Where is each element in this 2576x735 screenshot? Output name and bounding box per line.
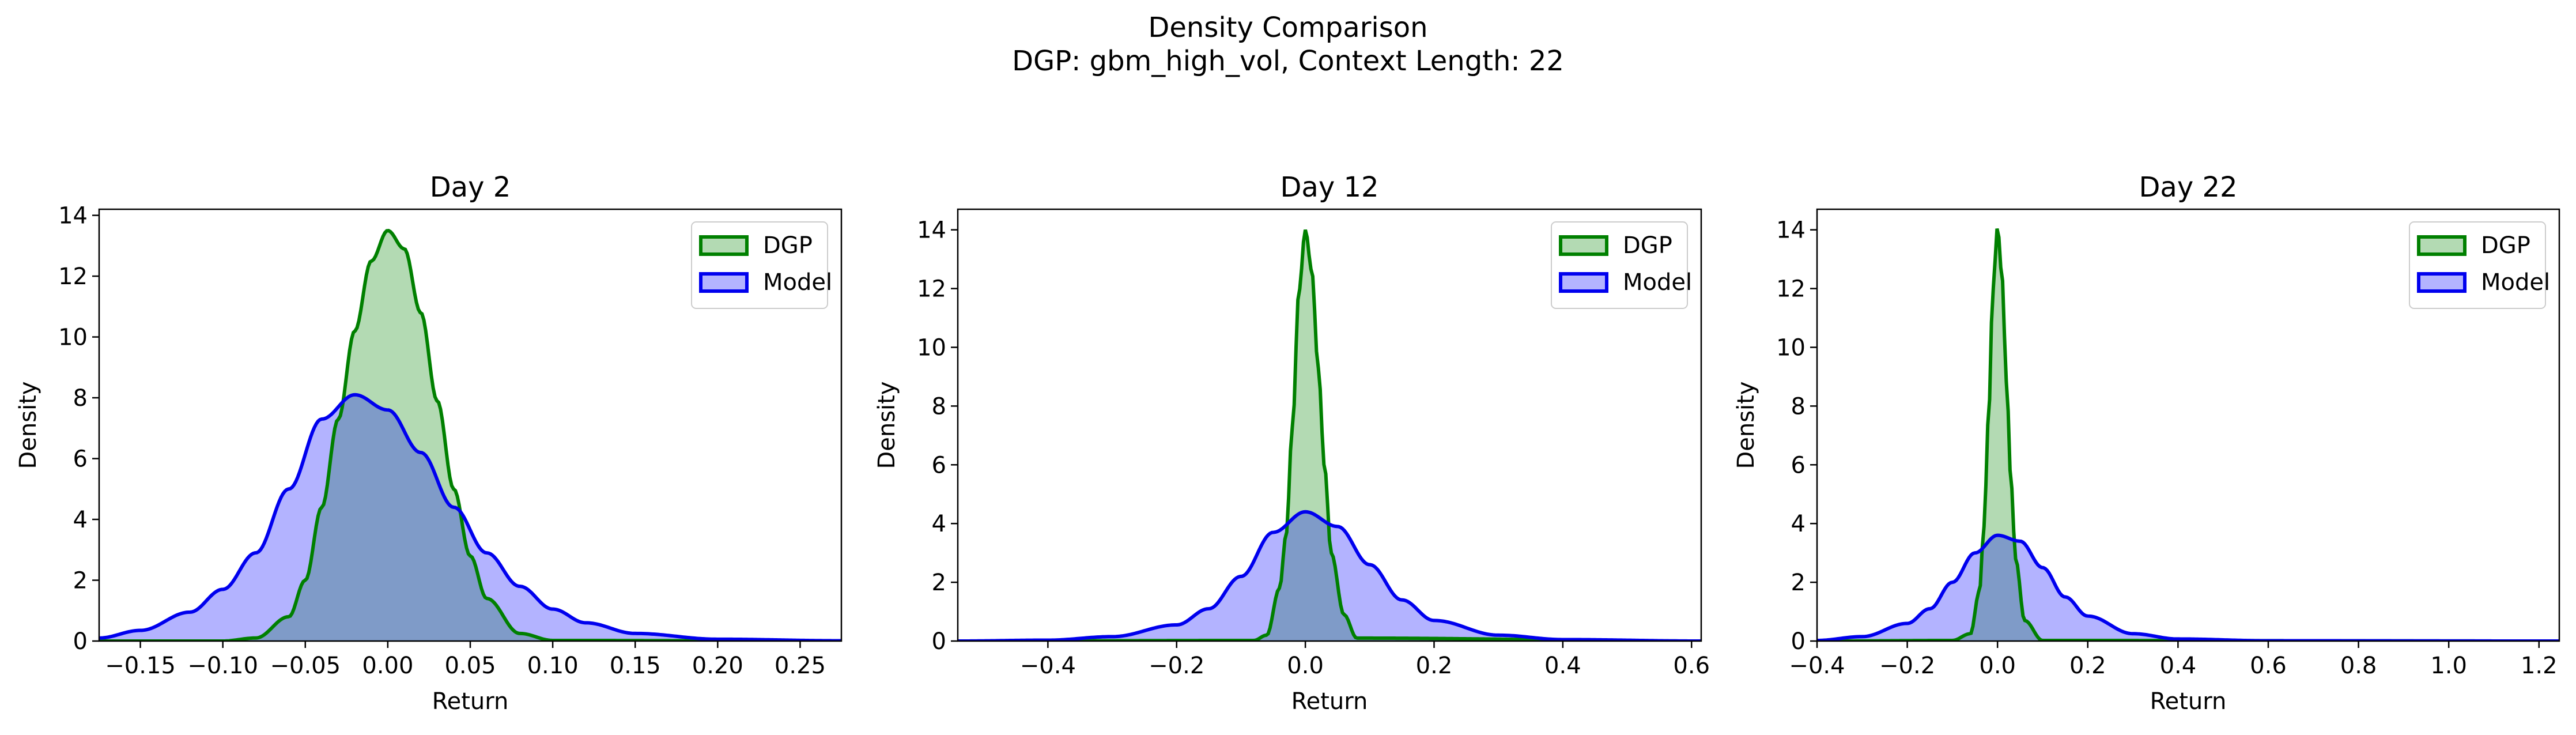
figure-title-line2: DGP: gbm_high_vol, Context Length: 22 [1012, 45, 1564, 77]
legend-label-model: Model [763, 269, 832, 296]
y-tick-label: 12 [1776, 276, 1806, 303]
x-tick-label: 0.6 [2250, 653, 2287, 679]
y-axis-label: Density [15, 381, 41, 469]
panel-day-12: −0.4 −0.2 0.0 0.2 0.4 0.6 0 2 4 6 8 10 12 14 Day 12 Ret… [874, 171, 1710, 715]
x-tick-label: −0.2 [1879, 653, 1935, 679]
y-tick-label: 4 [1791, 511, 1806, 537]
y-tick-label: 6 [73, 446, 88, 473]
legend: DGP Model [2409, 221, 2550, 309]
y-axis-label: Density [1733, 381, 1759, 469]
panel-day-22: −0.4 −0.2 0.0 0.2 0.4 0.6 0.8 1.0 1.2 0 2 4 6 8 10 12 14… [1733, 171, 2560, 715]
x-tick-label: −0.10 [187, 653, 258, 679]
y-tick-label: 10 [917, 334, 946, 361]
legend-swatch-model [1559, 272, 1608, 293]
x-axis-label: Return [1291, 688, 1368, 715]
x-tick-label: 0.2 [2069, 653, 2106, 679]
legend-swatch-dgp [1559, 235, 1608, 256]
y-tick-label: 14 [1776, 217, 1806, 244]
y-tick-label: 10 [58, 325, 88, 351]
x-axis-label: Return [2150, 688, 2227, 715]
x-tick-label: −0.15 [105, 653, 176, 679]
x-tick-label: 0.4 [1544, 653, 1581, 679]
y-tick-label: 4 [932, 511, 946, 537]
model-density-line [99, 393, 841, 641]
axes-frame [957, 208, 1702, 642]
x-tick-label: −0.2 [1149, 653, 1204, 679]
y-axis-label: Density [874, 381, 900, 469]
y-tick-label: 2 [932, 570, 946, 596]
x-axis-label: Return [432, 688, 509, 715]
y-tick-label: 0 [73, 628, 88, 655]
legend: DGP Model [691, 221, 832, 309]
x-tick-label: 0.00 [362, 653, 413, 679]
x-tick-label: 0.0 [1979, 653, 2016, 679]
x-tick-label: 0.25 [775, 653, 826, 679]
x-tick-label: 0.6 [1673, 653, 1710, 679]
model-density-fill [99, 394, 841, 641]
legend-swatch-dgp [699, 235, 749, 256]
x-tick-label: 0.4 [2160, 653, 2197, 679]
legend-swatch-model [2417, 272, 2467, 293]
legend-label-model: Model [2481, 269, 2550, 296]
x-tick-label: 0.10 [527, 653, 579, 679]
legend-label-dgp: DGP [763, 232, 813, 259]
figure-title-line1: Density Comparison [1148, 12, 1427, 44]
panel-title: Day 2 [430, 171, 511, 203]
model-density-fill [1817, 535, 2559, 641]
y-tick-label: 8 [73, 385, 88, 412]
x-tick-label: 0.0 [1287, 653, 1324, 679]
y-tick-label: 10 [1776, 334, 1806, 361]
legend-label-dgp: DGP [2481, 232, 2530, 259]
axes-frame [1816, 208, 2560, 642]
overlap-density-fill [99, 394, 841, 641]
y-tick-label: 14 [58, 203, 88, 229]
x-tick-label: −0.4 [1020, 653, 1076, 679]
x-tick-label: −0.4 [1789, 653, 1845, 679]
x-tick-label: 0.20 [692, 653, 743, 679]
overlap-density-fill [1817, 535, 2559, 641]
x-tick-label: 0.2 [1416, 653, 1453, 679]
y-tick-label: 2 [1791, 570, 1806, 596]
y-tick-label: 12 [917, 276, 946, 303]
x-tick-label: 0.05 [444, 653, 496, 679]
x-tick-label: 1.2 [2521, 653, 2558, 679]
x-tick-label: −0.05 [270, 653, 341, 679]
y-tick-label: 12 [58, 263, 88, 290]
legend-label-model: Model [1623, 269, 1692, 296]
legend-swatch-model [699, 272, 749, 293]
y-tick-label: 0 [1791, 628, 1806, 655]
y-tick-label: 8 [932, 393, 946, 420]
y-tick-label: 6 [932, 452, 946, 478]
legend-swatch-dgp [2417, 235, 2467, 256]
panel-title: Day 12 [1280, 171, 1378, 203]
legend-label-dgp: DGP [1623, 232, 1672, 259]
y-tick-label: 6 [1791, 452, 1806, 478]
y-tick-label: 8 [1791, 393, 1806, 420]
legend: DGP Model [1551, 221, 1692, 309]
y-tick-label: 14 [917, 217, 946, 244]
x-tick-label: 1.0 [2430, 653, 2467, 679]
x-tick-label: 0.8 [2340, 653, 2377, 679]
panel-title: Day 22 [2139, 171, 2237, 203]
panel-day-2: −0.15 −0.10 −0.05 0.00 0.05 0.10 0.15 0.20 0.25 0… [15, 171, 843, 715]
overlap-density-fill [958, 511, 1701, 641]
y-tick-label: 0 [932, 628, 946, 655]
y-tick-label: 2 [73, 568, 88, 594]
model-density-line [958, 510, 1701, 641]
x-tick-label: 0.15 [610, 653, 661, 679]
y-tick-label: 4 [73, 507, 88, 533]
